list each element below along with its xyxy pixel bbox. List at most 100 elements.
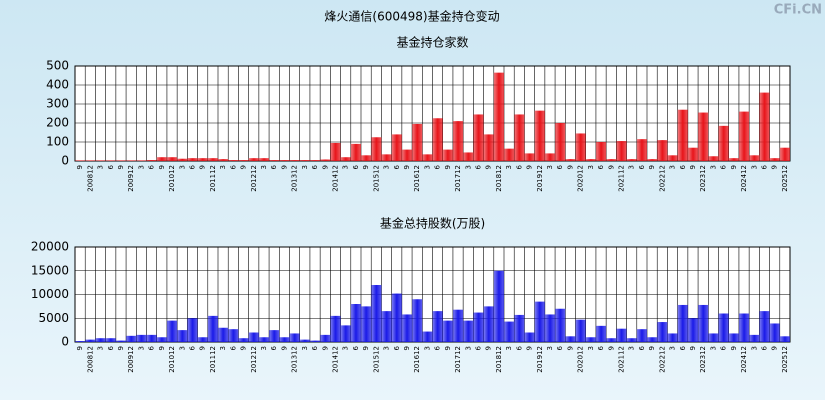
x-tick-label: 9 bbox=[403, 165, 411, 169]
x-tick-label: 201112 bbox=[209, 346, 217, 373]
bar bbox=[626, 338, 637, 342]
x-tick-label: 9 bbox=[362, 346, 370, 350]
bar bbox=[657, 322, 668, 342]
bar bbox=[126, 160, 137, 161]
bar bbox=[616, 141, 627, 161]
x-tick-label: 9 bbox=[117, 165, 125, 169]
x-tick-label: 9 bbox=[730, 346, 738, 350]
x-tick-label: 3 bbox=[750, 346, 758, 350]
x-tick-label: 201612 bbox=[413, 346, 421, 373]
x-tick-label: 200812 bbox=[86, 346, 94, 373]
bar bbox=[585, 337, 596, 342]
x-tick-label: 3 bbox=[383, 165, 391, 169]
bar bbox=[473, 114, 484, 161]
bar bbox=[228, 329, 239, 342]
bar bbox=[749, 155, 760, 161]
bar bbox=[718, 313, 729, 342]
x-tick-label: 9 bbox=[485, 346, 493, 350]
chart-title: 基金总持股数(万股) bbox=[380, 216, 485, 231]
x-tick-label: 200812 bbox=[86, 165, 94, 192]
x-tick-label: 202412 bbox=[740, 165, 748, 192]
bar bbox=[401, 149, 413, 161]
bar bbox=[677, 304, 688, 342]
x-tick-label: 3 bbox=[709, 346, 717, 350]
bar bbox=[105, 338, 116, 342]
x-tick-label: 3 bbox=[423, 346, 431, 350]
x-tick-label: 6 bbox=[515, 164, 523, 169]
bar bbox=[207, 315, 218, 342]
x-tick-label: 3 bbox=[137, 165, 145, 169]
x-tick-label: 6 bbox=[679, 345, 687, 350]
bar bbox=[248, 332, 259, 342]
x-tick-label: 202512 bbox=[781, 346, 789, 373]
x-tick-label: 9 bbox=[485, 165, 493, 169]
bar bbox=[218, 327, 229, 342]
x-tick-label: 202112 bbox=[617, 165, 625, 192]
page-title: 烽火通信(600498)基金持仓变动 bbox=[324, 9, 499, 24]
x-tick-label: 9 bbox=[526, 165, 534, 169]
bar bbox=[667, 333, 678, 342]
x-tick-label: 202312 bbox=[699, 346, 707, 373]
bar bbox=[371, 285, 382, 342]
x-tick-label: 202512 bbox=[781, 165, 789, 192]
x-tick-label: 6 bbox=[434, 164, 442, 169]
x-tick-label: 202112 bbox=[617, 346, 625, 373]
bar bbox=[514, 114, 525, 161]
x-tick-label: 3 bbox=[97, 346, 105, 350]
x-tick-label: 6 bbox=[556, 164, 564, 169]
y-tick-label: 0 bbox=[61, 335, 69, 349]
x-tick-label: 201512 bbox=[372, 165, 380, 192]
bar bbox=[391, 134, 402, 161]
x-tick-label: 201812 bbox=[495, 165, 503, 192]
bar bbox=[95, 338, 106, 342]
bar bbox=[687, 147, 699, 161]
bar bbox=[146, 334, 157, 342]
bar bbox=[177, 158, 188, 161]
x-tick-label: 6 bbox=[760, 164, 768, 169]
x-tick-label: 9 bbox=[607, 165, 615, 169]
bar bbox=[401, 314, 413, 342]
bar bbox=[555, 308, 566, 342]
x-tick-label: 9 bbox=[158, 346, 166, 350]
x-tick-label: 9 bbox=[648, 346, 656, 350]
bar bbox=[146, 160, 157, 161]
bar bbox=[463, 320, 474, 342]
bar bbox=[759, 311, 770, 342]
bar bbox=[269, 160, 280, 161]
x-tick-label: 201712 bbox=[454, 165, 462, 192]
bar bbox=[197, 158, 208, 161]
x-tick-label: 3 bbox=[505, 346, 513, 350]
x-tick-label: 6 bbox=[311, 345, 319, 350]
y-tick-label: 100 bbox=[46, 135, 69, 149]
x-tick-label: 6 bbox=[597, 164, 605, 169]
bar bbox=[504, 321, 515, 342]
x-tick-label: 3 bbox=[628, 165, 636, 169]
bar bbox=[442, 149, 453, 161]
bar bbox=[616, 328, 627, 342]
bar bbox=[187, 318, 198, 342]
y-tick-label: 15000 bbox=[31, 263, 69, 277]
bar bbox=[269, 330, 280, 342]
bar bbox=[309, 160, 321, 161]
x-tick-label: 3 bbox=[137, 346, 145, 350]
bar bbox=[728, 158, 739, 161]
x-tick-label: 6 bbox=[188, 345, 196, 350]
bar bbox=[565, 336, 576, 342]
bar bbox=[299, 339, 310, 342]
bar bbox=[95, 160, 106, 161]
x-tick-label: 202412 bbox=[740, 346, 748, 373]
bar bbox=[534, 110, 545, 161]
bar bbox=[320, 334, 331, 342]
bar bbox=[606, 159, 617, 161]
x-tick-label: 201312 bbox=[291, 165, 299, 192]
bar bbox=[626, 159, 637, 161]
x-tick-label: 9 bbox=[444, 165, 452, 169]
x-tick-label: 201012 bbox=[168, 165, 176, 192]
bar bbox=[595, 142, 607, 161]
bar bbox=[299, 160, 310, 161]
x-tick-label: 9 bbox=[566, 346, 574, 350]
bar bbox=[432, 311, 443, 342]
bar bbox=[718, 125, 729, 161]
bar bbox=[442, 320, 453, 342]
